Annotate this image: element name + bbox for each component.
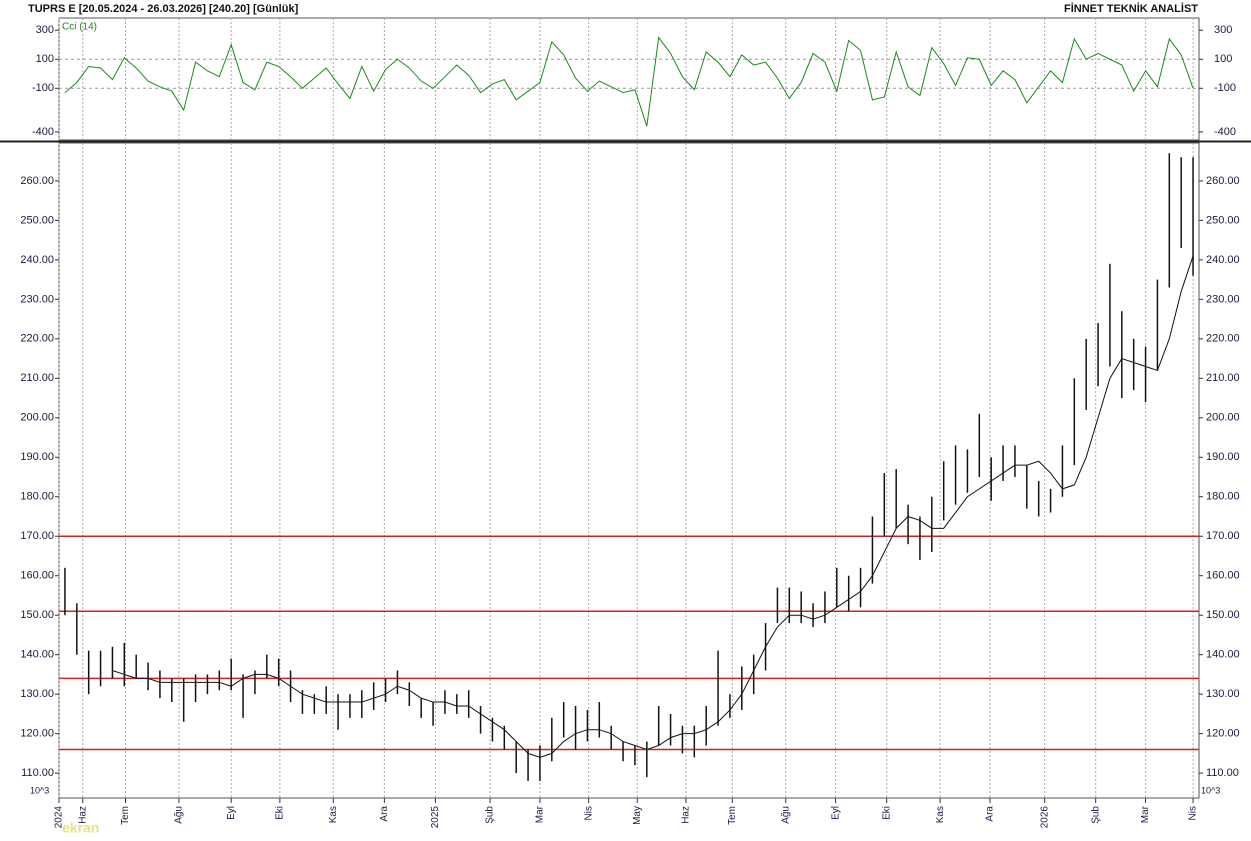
y-tick-label: 120.00 [1206, 728, 1240, 740]
y-tick-label: 190.00 [20, 451, 54, 463]
y-tick-label: 200.00 [1206, 412, 1240, 424]
brand: FİNNET TEKNİK ANALİST [1064, 2, 1198, 15]
x-tick-label: Mar [1140, 805, 1151, 823]
y-tick-label: 250.00 [20, 214, 54, 226]
x-tick-label: Kas [935, 806, 946, 823]
x-tick-label: Haz [681, 806, 692, 824]
cci-line [64, 36, 1194, 127]
y-tick-label: 140.00 [1206, 649, 1240, 661]
unit-right: 10^3 [1201, 785, 1220, 795]
y-tick-label: 110.00 [1206, 767, 1239, 779]
chart-title: TUPRS E [20.05.2024 - 26.03.2026] [240.2… [28, 3, 299, 15]
x-tick-label: Haz [77, 806, 88, 824]
y-tick-label: 260.00 [20, 175, 54, 187]
cci-label: Cci (14) [62, 22, 97, 33]
y-tick-label: 260.00 [1206, 175, 1240, 187]
x-tick-label: Ağu [780, 806, 791, 824]
y-tick-label: 220.00 [1206, 333, 1240, 345]
y-tick-label: 300 [1214, 24, 1232, 36]
y-tick-label: 100 [1214, 53, 1232, 65]
x-tick-label: Eyl [226, 806, 237, 820]
x-tick-label: Kas [328, 806, 339, 823]
y-tick-label: 220.00 [20, 333, 54, 345]
x-tick-label: May [632, 806, 643, 825]
y-tick-label: 100 [36, 53, 54, 65]
y-tick-label: 170.00 [1206, 530, 1240, 542]
y-tick-label: 140.00 [20, 649, 54, 661]
x-tick-label: Nis [1188, 806, 1199, 820]
x-tick-label: 2024 [54, 806, 65, 829]
y-tick-label: 240.00 [1206, 254, 1240, 266]
y-tick-label: 300 [36, 24, 54, 36]
y-tick-label: 110.00 [21, 767, 54, 779]
x-tick-label: Ağu [174, 806, 185, 824]
x-tick-label: Tem [727, 806, 738, 825]
x-tick-label: 2026 [1039, 806, 1050, 829]
y-tick-label: -400 [1214, 126, 1236, 138]
y-tick-label: 190.00 [1206, 451, 1240, 463]
y-tick-label: 230.00 [20, 293, 54, 305]
x-tick-label: 2025 [430, 806, 441, 829]
x-tick-label: Şub [485, 806, 496, 824]
watermark: ekran [62, 820, 99, 836]
y-tick-label: 240.00 [20, 254, 54, 266]
y-tick-label: 160.00 [1206, 570, 1240, 582]
x-tick-label: Ara [379, 806, 390, 822]
x-tick-label: Eki [881, 806, 892, 820]
x-tick-label: Şub [1090, 806, 1101, 824]
x-tick-label: Mar [535, 805, 546, 823]
unit-left: 10^3 [30, 785, 49, 795]
y-tick-label: -100 [1214, 82, 1236, 94]
y-tick-label: 130.00 [20, 688, 54, 700]
y-tick-label: 170.00 [20, 530, 54, 542]
y-tick-label: 120.00 [20, 728, 54, 740]
y-tick-label: 180.00 [1206, 491, 1240, 503]
x-tick-label: Eki [275, 806, 286, 820]
x-tick-label: Ara [985, 806, 996, 822]
y-tick-label: 160.00 [20, 570, 54, 582]
y-tick-label: 250.00 [1206, 214, 1240, 226]
y-tick-label: 210.00 [1206, 372, 1240, 384]
y-tick-label: 210.00 [20, 372, 54, 384]
y-tick-label: 230.00 [1206, 293, 1240, 305]
y-tick-label: 200.00 [20, 412, 54, 424]
moving-average [112, 255, 1194, 758]
y-tick-label: 150.00 [1206, 609, 1240, 621]
x-tick-label: Eyl [830, 806, 841, 820]
y-tick-label: 130.00 [1206, 688, 1240, 700]
x-tick-label: Tem [120, 806, 131, 825]
y-tick-label: -400 [32, 126, 54, 138]
y-tick-label: 180.00 [20, 491, 54, 503]
y-tick-label: -100 [32, 82, 54, 94]
y-tick-label: 150.00 [20, 609, 54, 621]
price-frame [58, 142, 1200, 799]
x-tick-label: Nis [583, 806, 594, 820]
